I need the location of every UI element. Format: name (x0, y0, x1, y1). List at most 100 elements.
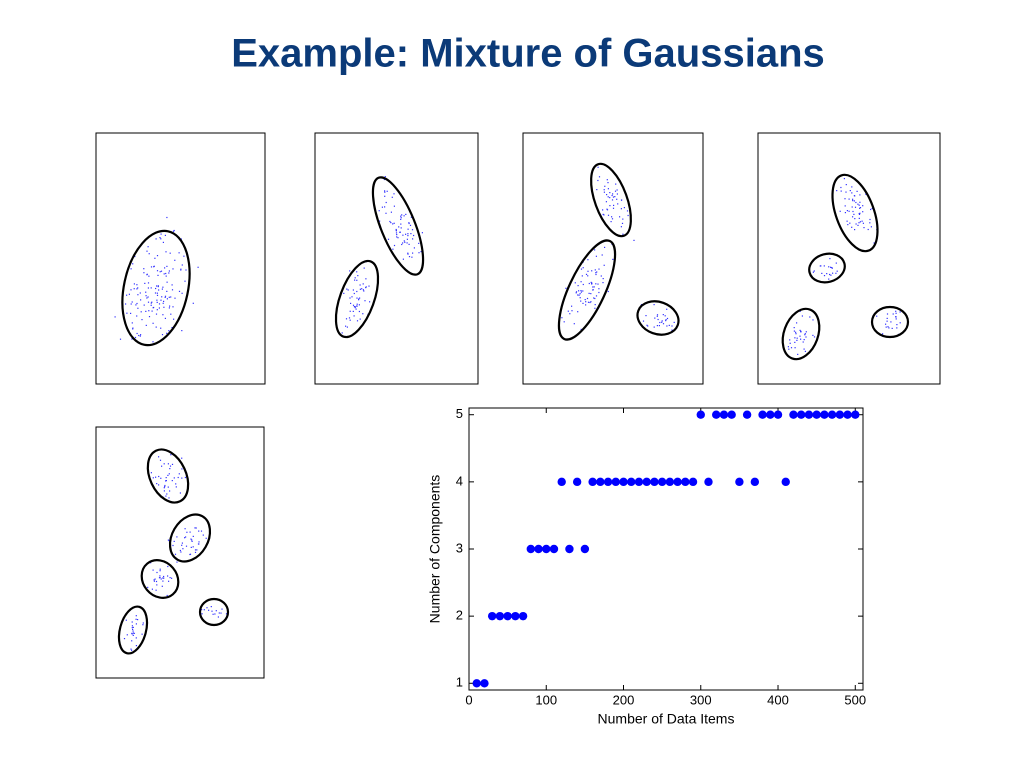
sample-dot (569, 313, 571, 315)
sample-dot (136, 288, 138, 290)
sample-dot (401, 243, 403, 246)
sample-dot (206, 607, 208, 609)
sample-dot (871, 207, 873, 210)
sample-dot (194, 527, 196, 529)
sample-dot (130, 312, 132, 314)
data-point (565, 544, 574, 554)
sample-dot (200, 530, 203, 532)
data-point (673, 477, 682, 487)
sample-dot (180, 551, 182, 553)
sample-dot (156, 301, 158, 303)
sample-dot (851, 186, 853, 188)
sample-dot (156, 292, 158, 294)
sample-dot (844, 205, 846, 207)
sample-dot (363, 267, 365, 269)
sample-dot (197, 266, 199, 268)
sample-dot (148, 316, 151, 318)
sample-dot (356, 320, 359, 322)
sample-dot (349, 310, 351, 312)
sample-dot (341, 332, 343, 334)
sample-dot (587, 270, 589, 272)
sample-dot (581, 275, 583, 277)
sample-dot (887, 326, 889, 328)
sample-dot (354, 307, 356, 309)
sample-dot (160, 477, 162, 479)
sample-dot (387, 238, 390, 240)
sample-dot (847, 224, 849, 226)
sample-dot (844, 212, 846, 214)
sample-dot (662, 323, 665, 325)
data-point (750, 477, 760, 487)
sample-dot (856, 190, 858, 192)
sample-dot (418, 242, 420, 244)
data-point (704, 477, 713, 487)
sample-dot (168, 307, 170, 309)
data-point (572, 477, 582, 487)
sample-dot (191, 539, 193, 541)
sample-dot (150, 266, 153, 268)
data-point (789, 410, 798, 419)
sample-dot (349, 270, 351, 272)
sample-dot (626, 210, 629, 212)
sample-dot (386, 190, 388, 192)
sample-dot (662, 314, 664, 316)
sample-dot (368, 285, 370, 287)
sample-dot (392, 248, 394, 250)
sample-dot (408, 222, 410, 224)
sample-dot (390, 211, 392, 213)
sample-dot (163, 273, 165, 275)
sample-dot (358, 304, 360, 306)
sample-dot (627, 214, 629, 217)
sample-dot (407, 253, 409, 255)
sample-dot (797, 353, 799, 355)
sample-dot (152, 569, 154, 571)
sample-dot (799, 335, 801, 337)
sample-dot (823, 265, 825, 267)
sample-dot (805, 331, 807, 333)
gaussian-ellipse (334, 259, 380, 339)
sample-dot (180, 269, 182, 271)
sample-dot (646, 324, 648, 326)
sample-dot (402, 242, 404, 244)
sample-dot (604, 185, 606, 187)
sample-dot (138, 334, 140, 337)
gaussian-ellipse (557, 239, 617, 341)
gaussian-ellipse (198, 597, 230, 627)
sample-dot (812, 334, 814, 336)
sample-dot (580, 281, 582, 283)
sample-dot (176, 561, 178, 563)
sample-dot (369, 301, 371, 303)
sample-dot (134, 255, 136, 258)
sample-dot (895, 310, 897, 312)
sample-dot (855, 201, 857, 204)
sample-dot (609, 205, 611, 207)
sample-dot (595, 272, 597, 274)
sample-dot (794, 347, 796, 349)
sample-dot (656, 315, 658, 317)
sample-dot (607, 290, 609, 293)
sample-dot (597, 179, 599, 182)
sample-dot (142, 622, 144, 624)
gaussian-ellipse (808, 252, 846, 284)
sample-dot (184, 528, 186, 530)
sample-dot (654, 317, 656, 319)
sample-dot (836, 190, 838, 192)
data-point (742, 410, 752, 419)
sample-dot (616, 198, 618, 200)
sample-dot (607, 188, 609, 190)
data-point (696, 410, 705, 419)
sample-dot (126, 312, 128, 314)
sample-dot (421, 232, 423, 234)
sample-dot (162, 577, 164, 579)
sample-dot (356, 290, 358, 293)
sample-dot (167, 565, 169, 568)
sample-dot (406, 242, 408, 244)
sample-dot (147, 282, 150, 284)
sample-dot (185, 536, 187, 538)
data-point (820, 410, 829, 419)
sample-dot (163, 577, 165, 579)
sample-dot (420, 251, 422, 253)
sample-dot (851, 226, 853, 228)
sample-dot (892, 313, 894, 315)
sample-dot (167, 575, 169, 577)
